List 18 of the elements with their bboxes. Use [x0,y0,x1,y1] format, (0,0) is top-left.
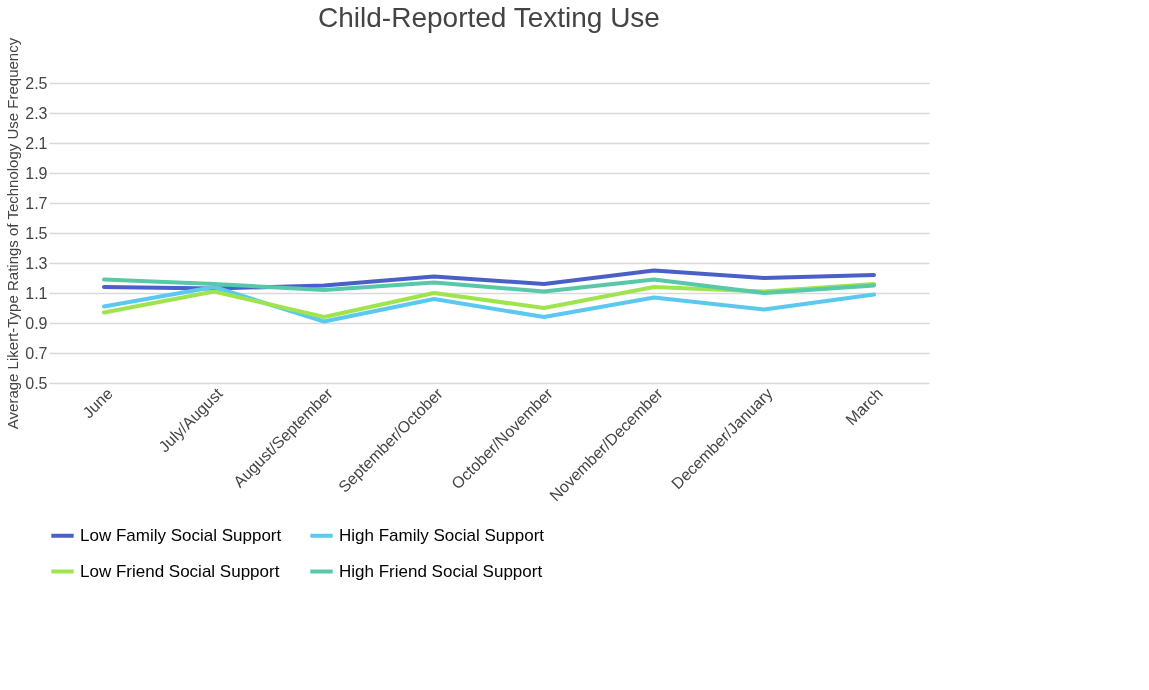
y-axis-title: Average Likert-Type Ratings of Technology Use Frequency [4,37,22,430]
legend-label: Low Friend Social Support [80,561,280,581]
y-tick-label: 1.5 [25,224,48,242]
y-tick-label: 1.7 [25,194,48,212]
y-tick-label: 0.7 [25,344,48,362]
y-tick-label: 2.5 [25,74,48,92]
line-series [102,277,876,295]
chart-title: Child-Reported Texting Use [318,2,660,34]
y-tick-label: 1.1 [25,284,48,302]
legend-label: High Friend Social Support [339,561,543,581]
y-tick-label: 2.3 [25,104,48,122]
y-tick-label: 2.1 [25,134,48,152]
y-tick-label: 1.9 [25,164,48,182]
legend-label: Low Family Social Support [80,525,282,545]
legend-label: High Family Social Support [339,525,545,545]
y-tick-label: 0.9 [25,314,48,332]
y-tick-label: 0.5 [25,374,48,392]
y-tick-label: 1.3 [25,254,48,272]
